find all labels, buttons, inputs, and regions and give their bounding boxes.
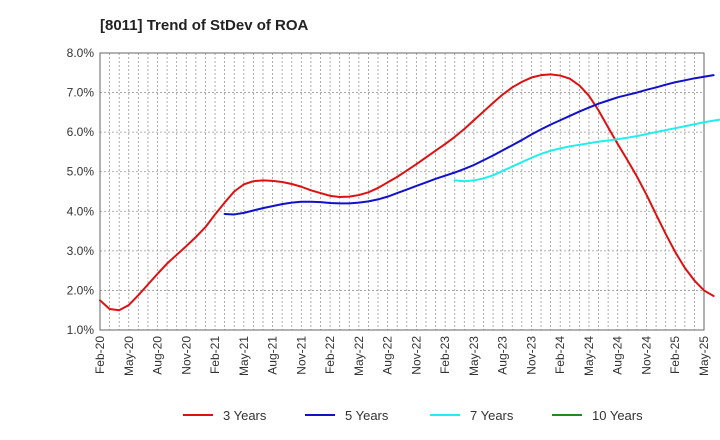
x-tick-label: Aug-22: [381, 336, 395, 375]
series-line-3-years: [99, 73, 715, 312]
x-tick-label: Aug-20: [151, 336, 165, 375]
y-tick-label: 4.0%: [67, 204, 95, 218]
legend-label: 5 Years: [345, 408, 389, 423]
y-axis-ticks: 1.0% 2.0% 3.0% 4.0% 5.0% 6.0% 7.0% 8.0%: [67, 46, 95, 337]
x-tick-label: Nov-22: [409, 336, 423, 375]
x-tick-label: May-22: [352, 336, 366, 376]
x-tick-label: Nov-21: [294, 336, 308, 375]
series-lines: [99, 73, 720, 312]
x-tick-label: May-23: [467, 336, 481, 376]
legend-label: 10 Years: [592, 408, 643, 423]
y-tick-label: 1.0%: [67, 323, 95, 337]
x-tick-label: Feb-25: [668, 336, 682, 374]
legend: 3 Years 5 Years 7 Years 10 Years: [183, 408, 643, 423]
y-tick-label: 8.0%: [67, 46, 95, 60]
legend-label: 3 Years: [223, 408, 267, 423]
series-line-7-years: [453, 118, 720, 183]
x-tick-label: Nov-23: [524, 336, 538, 375]
plot-frame: [99, 52, 705, 331]
y-tick-label: 6.0%: [67, 125, 95, 139]
x-tick-label: Feb-22: [323, 336, 337, 374]
x-tick-label: Aug-21: [266, 336, 280, 375]
x-tick-label: May-24: [582, 336, 596, 376]
x-tick-label: Feb-23: [438, 336, 452, 374]
y-tick-label: 7.0%: [67, 86, 95, 100]
series-line-5-years: [223, 74, 715, 216]
x-tick-label: Aug-23: [496, 336, 510, 375]
x-tick-label: May-21: [237, 336, 251, 376]
x-tick-label: Feb-21: [208, 336, 222, 374]
x-tick-label: May-20: [122, 336, 136, 376]
x-tick-label: Feb-24: [553, 336, 567, 374]
x-tick-label: Feb-20: [93, 336, 107, 374]
y-tick-label: 5.0%: [67, 165, 95, 179]
chart-title: [8011] Trend of StDev of ROA: [100, 17, 309, 34]
y-tick-label: 3.0%: [67, 244, 95, 258]
grid-lines: [100, 53, 704, 330]
x-tick-label: Nov-20: [179, 336, 193, 375]
x-tick-label: Aug-24: [611, 336, 625, 375]
x-tick-label: Nov-24: [639, 336, 653, 375]
x-tick-label: May-25: [697, 336, 711, 376]
legend-label: 7 Years: [470, 408, 514, 423]
y-tick-label: 2.0%: [67, 283, 95, 297]
x-axis-ticks: Feb-20 May-20 Aug-20 Nov-20 Feb-21 May-21 Aug-…: [93, 336, 711, 376]
